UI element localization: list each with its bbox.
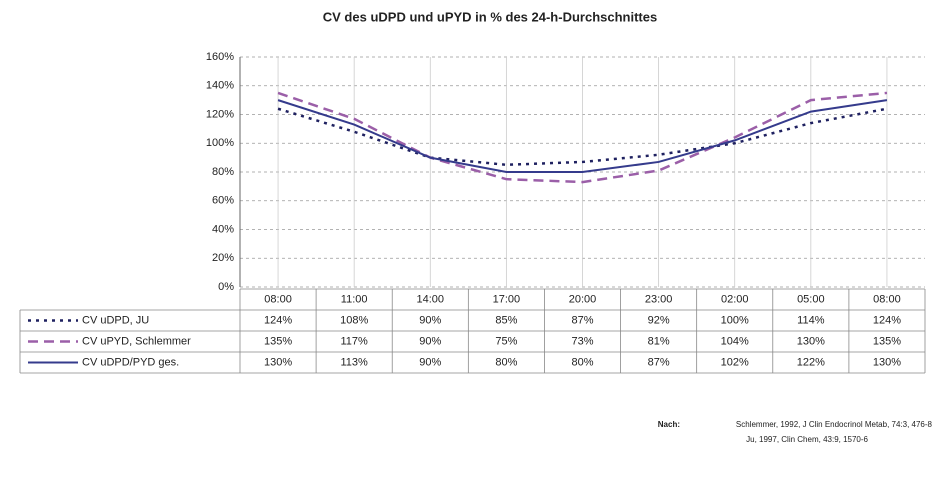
data-label: 130% xyxy=(873,356,901,368)
data-label: 80% xyxy=(495,356,517,368)
data-label: 90% xyxy=(419,314,441,326)
data-label: 122% xyxy=(797,356,825,368)
data-label: 130% xyxy=(797,335,825,347)
data-label: 113% xyxy=(341,356,369,368)
legend-label: CV uDPD, JU xyxy=(82,314,149,326)
series-line xyxy=(277,107,888,167)
data-label: 81% xyxy=(648,335,670,347)
x-tick-label: 02:00 xyxy=(721,293,749,305)
data-label: 124% xyxy=(873,314,901,326)
data-label: 85% xyxy=(495,314,517,326)
x-tick-label: 11:00 xyxy=(341,293,368,305)
source-prefix: Nach: xyxy=(658,420,680,429)
source-line: Schlemmer, 1992, J Clin Endocrinol Metab… xyxy=(736,420,933,429)
y-tick-label: 100% xyxy=(206,137,234,149)
data-label: 80% xyxy=(571,356,593,368)
data-label: 130% xyxy=(264,356,292,368)
data-label: 114% xyxy=(797,314,825,326)
series-line xyxy=(277,91,888,184)
x-tick-label: 14:00 xyxy=(417,293,445,305)
legend-label: CV uPYD, Schlemmer xyxy=(82,335,191,347)
y-tick-label: 0% xyxy=(218,281,234,293)
data-label: 104% xyxy=(721,335,749,347)
data-label: 92% xyxy=(648,314,670,326)
data-label: 87% xyxy=(571,314,593,326)
y-tick-label: 20% xyxy=(212,252,234,264)
y-tick-label: 60% xyxy=(212,195,234,207)
y-tick-label: 120% xyxy=(206,108,234,120)
y-tick-label: 80% xyxy=(212,166,234,178)
x-tick-label: 05:00 xyxy=(797,293,825,305)
legend-label: CV uDPD/PYD ges. xyxy=(82,356,179,368)
chart-title: CV des uDPD und uPYD in % des 24-h-Durch… xyxy=(323,9,657,24)
x-tick-label: 23:00 xyxy=(645,293,673,305)
x-tick-label: 08:00 xyxy=(873,293,901,305)
data-label: 90% xyxy=(419,356,441,368)
series-line xyxy=(277,99,888,173)
x-tick-label: 17:00 xyxy=(493,293,521,305)
data-label: 102% xyxy=(721,356,749,368)
source-line: Ju, 1997, Clin Chem, 43:9, 1570-6 xyxy=(746,435,868,444)
x-tick-label: 08:00 xyxy=(264,293,292,305)
x-tick-label: 20:00 xyxy=(569,293,597,305)
data-label: 100% xyxy=(721,314,749,326)
data-label: 124% xyxy=(264,314,292,326)
data-label: 73% xyxy=(571,335,593,347)
y-tick-label: 160% xyxy=(206,51,234,63)
data-label: 90% xyxy=(419,335,441,347)
data-label: 117% xyxy=(341,335,369,347)
y-tick-label: 40% xyxy=(212,223,234,235)
data-label: 108% xyxy=(340,314,368,326)
data-label: 75% xyxy=(495,335,517,347)
data-label: 87% xyxy=(648,356,670,368)
y-tick-label: 140% xyxy=(206,80,234,92)
data-label: 135% xyxy=(873,335,901,347)
data-label: 135% xyxy=(264,335,292,347)
